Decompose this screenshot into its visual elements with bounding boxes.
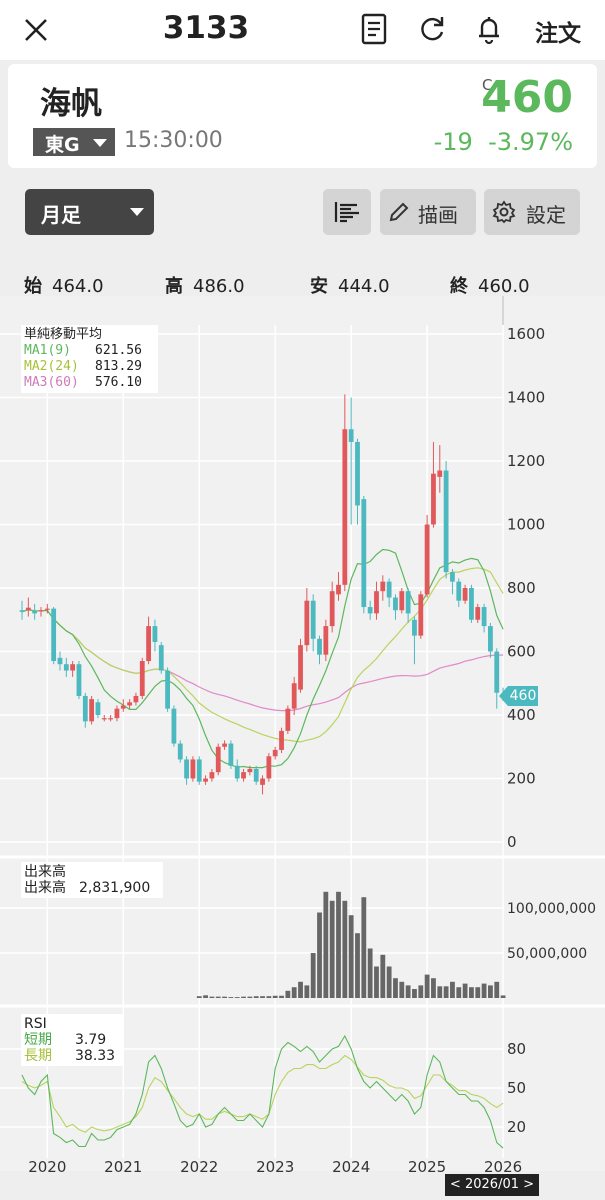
refresh-icon[interactable] <box>416 12 448 46</box>
draw-label: 描画 <box>418 203 458 227</box>
stock-name: 海帆 <box>40 86 102 122</box>
bar-list-icon <box>334 202 359 223</box>
current-price: 460 <box>481 72 573 123</box>
rsi-long-legend: 長期 38.33 <box>24 1048 116 1064</box>
period-label: 月足 <box>41 203 81 227</box>
rsi-short-legend: 短期 3.79 <box>24 1032 107 1048</box>
change-percent: -3.97% <box>488 128 573 156</box>
pencil-icon <box>389 202 409 222</box>
gear-icon <box>492 200 516 224</box>
high-value: 高 486.0 <box>165 276 245 297</box>
stock-info-card: 海帆 東G 15:30:00 C 460 -19 -3.97% <box>8 64 597 168</box>
top-bar: 3133 注文 <box>0 0 605 60</box>
exchange-dropdown[interactable]: 東G <box>33 128 115 156</box>
exchange-label: 東G <box>45 134 80 156</box>
volume-legend-title: 出来高 <box>24 864 66 880</box>
ma3-legend: MA3(60) 576.10 <box>24 375 142 390</box>
period-dropdown[interactable]: 月足 <box>25 189 154 235</box>
date-cursor-label[interactable]: < 2026/01 > <box>445 1174 539 1196</box>
document-icon[interactable] <box>358 12 390 46</box>
draw-button[interactable]: 描画 <box>380 189 476 235</box>
volume-legend: 出来高 出来高 2,831,900 <box>21 862 163 898</box>
settings-label: 設定 <box>526 203 566 227</box>
ma-legend: 単純移動平均 MA1(9) 621.56 MA2(24) 813.29 MA3(60… <box>21 325 158 393</box>
close-value: 終 460.0 <box>450 276 530 297</box>
rsi-legend: RSI 短期 3.79 長期 38.33 <box>21 1014 123 1066</box>
chevron-down-icon <box>130 208 144 216</box>
change-value: -19 <box>433 128 473 156</box>
low-value: 安 444.0 <box>310 276 390 297</box>
close-mark: C <box>482 76 493 94</box>
last-price-tag: 460 <box>499 686 538 706</box>
volume-legend-value: 出来高 2,831,900 <box>24 880 151 896</box>
indicator-list-button[interactable] <box>323 189 371 235</box>
quote-time: 15:30:00 <box>124 128 223 153</box>
order-button[interactable]: 注文 <box>535 21 581 47</box>
ma2-legend: MA2(24) 813.29 <box>24 359 142 374</box>
page-title: 3133 <box>162 10 250 46</box>
ma1-legend: MA1(9) 621.56 <box>24 343 142 358</box>
ma-legend-title: 単純移動平均 <box>24 327 103 342</box>
close-icon[interactable] <box>20 14 52 46</box>
open-value: 始 464.0 <box>24 276 104 297</box>
rsi-legend-title: RSI <box>24 1016 47 1032</box>
chevron-down-icon <box>93 139 107 147</box>
settings-button[interactable]: 設定 <box>484 189 580 235</box>
bell-icon[interactable] <box>473 12 505 46</box>
price-change: -19 -3.97% <box>434 128 573 156</box>
